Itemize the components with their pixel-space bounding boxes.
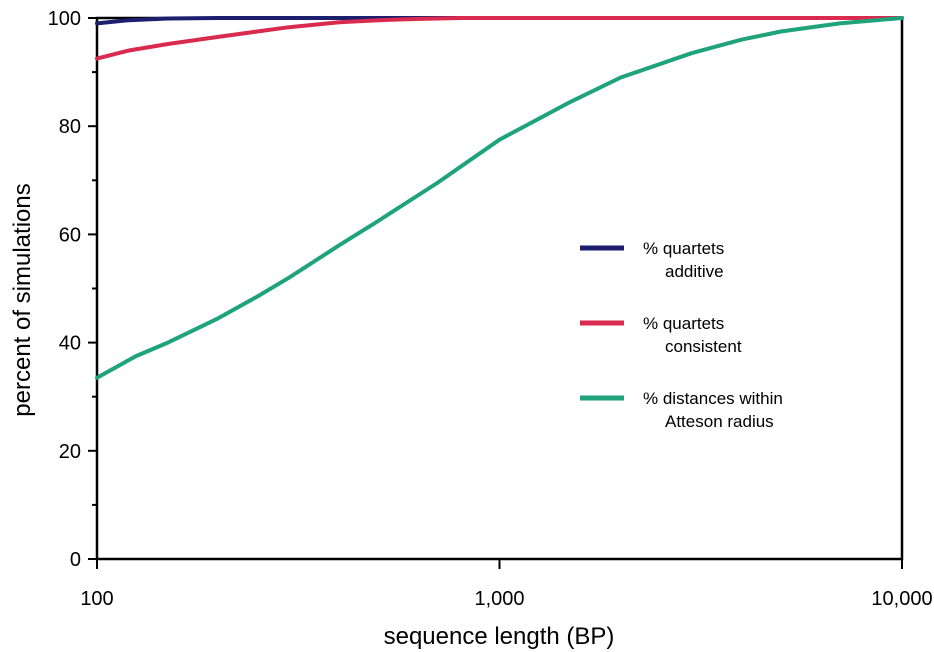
legend-label: Atteson radius xyxy=(665,412,774,431)
series-lines xyxy=(95,16,904,380)
legend-label: consistent xyxy=(665,337,742,356)
legend-label: % quartets xyxy=(643,239,724,258)
y-tick-label: 20 xyxy=(59,441,81,463)
y-tick-label: 80 xyxy=(59,116,81,138)
y-tick-label: 60 xyxy=(59,224,81,246)
x-tick-label: 10,000 xyxy=(871,588,932,610)
legend: % quartets additive % quartets consistent % … xyxy=(580,239,783,431)
y-axis-title: percent of simulations xyxy=(9,183,36,416)
y-tick-label: 100 xyxy=(48,8,81,30)
legend-label: additive xyxy=(665,262,724,281)
x-tick-label: 100 xyxy=(80,588,113,610)
series-line-atteson-distances xyxy=(95,16,904,380)
y-tick-label: 0 xyxy=(70,549,81,571)
y-tick-label: 40 xyxy=(59,333,81,355)
legend-label: % distances within xyxy=(643,389,783,408)
legend-label: % quartets xyxy=(643,314,724,333)
x-axis-title: sequence length (BP) xyxy=(384,623,615,650)
axes: 0 20 40 60 80 100 100 1,000 10,000 xyxy=(48,8,933,610)
x-tick-label: 1,000 xyxy=(474,588,524,610)
plot-frame xyxy=(95,16,904,561)
series-line-quartets-consistent xyxy=(95,16,904,61)
